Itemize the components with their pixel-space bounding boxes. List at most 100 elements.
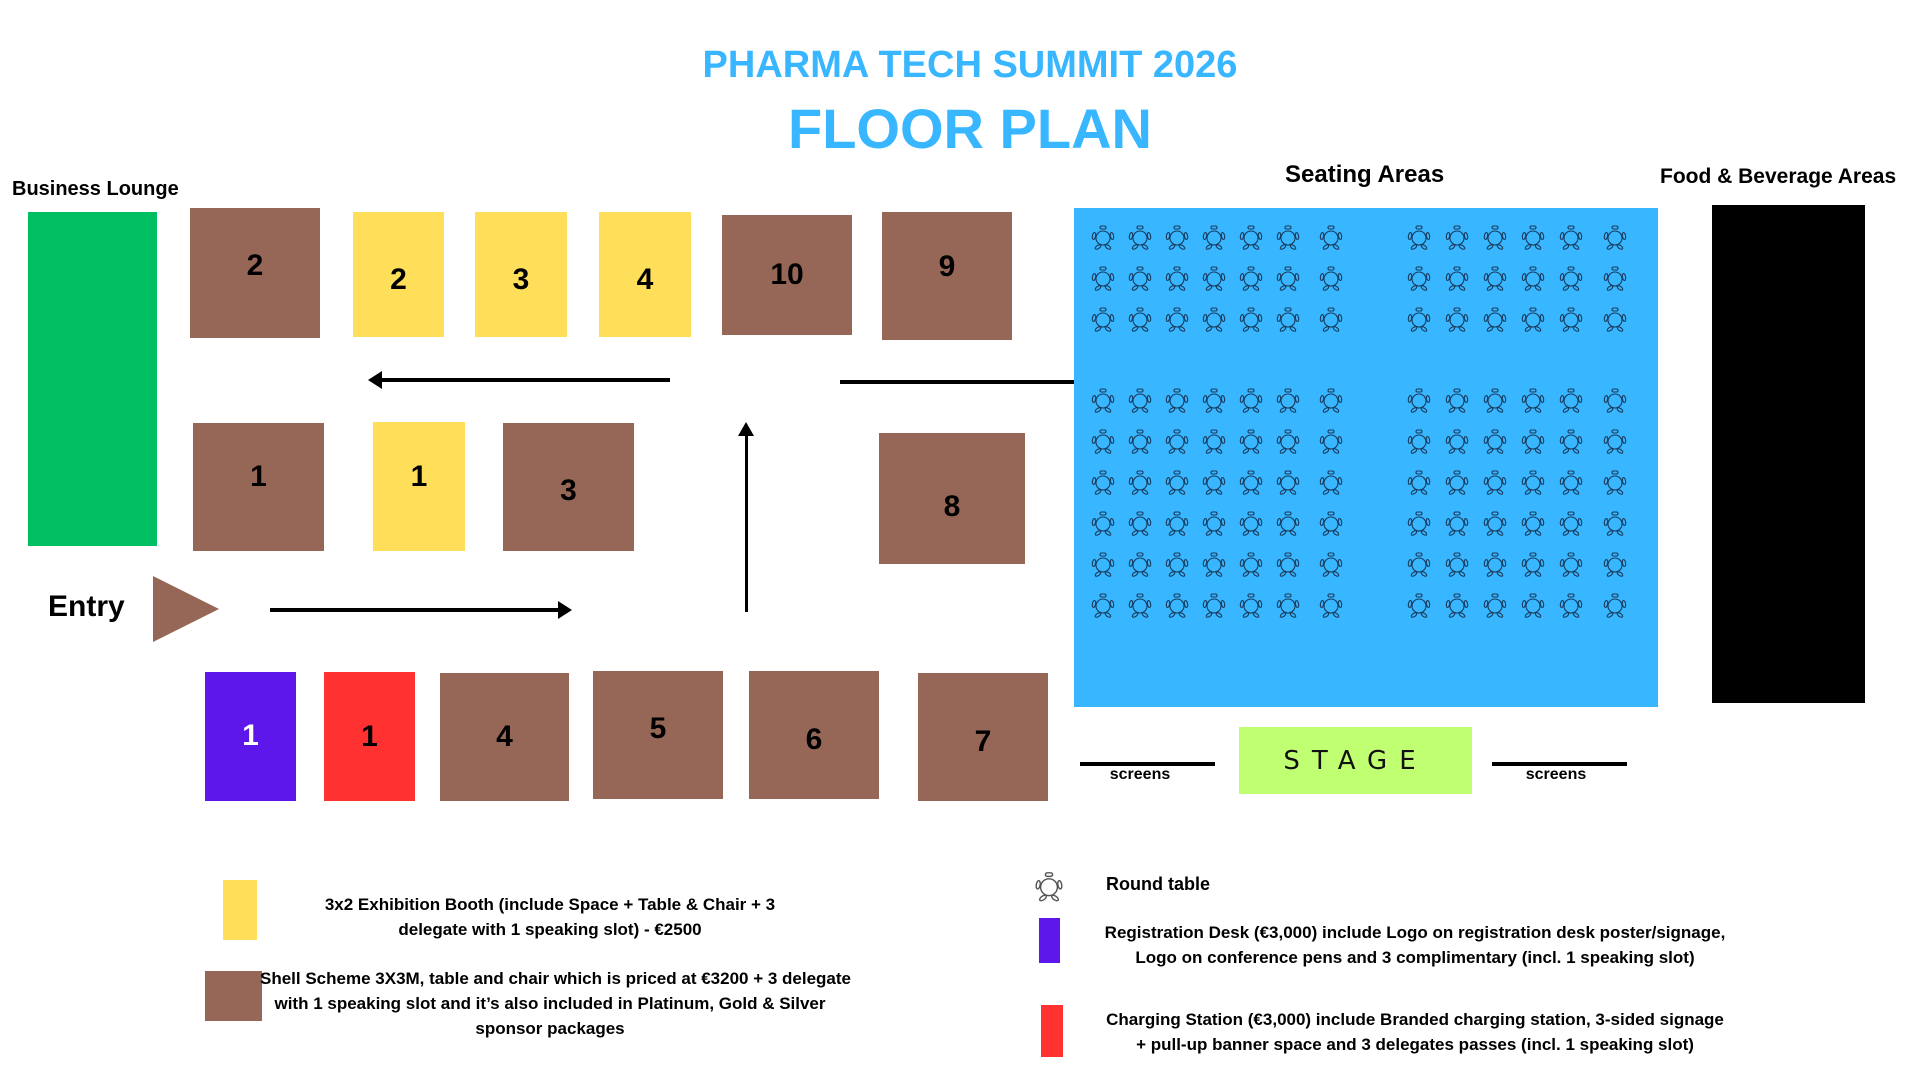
round-table-icon[interactable] bbox=[1125, 304, 1155, 334]
round-table-icon[interactable] bbox=[1125, 263, 1155, 293]
round-table-icon[interactable] bbox=[1125, 549, 1155, 579]
round-table-icon[interactable] bbox=[1088, 426, 1118, 456]
round-table-icon[interactable] bbox=[1162, 508, 1192, 538]
round-table-icon[interactable] bbox=[1199, 549, 1229, 579]
round-table-icon[interactable] bbox=[1316, 426, 1346, 456]
round-table-icon[interactable] bbox=[1199, 590, 1229, 620]
round-table-icon[interactable] bbox=[1199, 467, 1229, 497]
shell-booth-7[interactable]: 7 bbox=[918, 673, 1048, 801]
round-table-icon[interactable] bbox=[1518, 549, 1548, 579]
round-table-icon[interactable] bbox=[1404, 304, 1434, 334]
round-table-icon[interactable] bbox=[1273, 385, 1303, 415]
round-table-icon[interactable] bbox=[1088, 508, 1118, 538]
round-table-icon[interactable] bbox=[1404, 590, 1434, 620]
round-table-icon[interactable] bbox=[1556, 385, 1586, 415]
round-table-icon[interactable] bbox=[1199, 222, 1229, 252]
shell-booth-1[interactable]: 1 bbox=[193, 423, 324, 551]
food-beverage-area[interactable] bbox=[1712, 205, 1865, 703]
round-table-icon[interactable] bbox=[1404, 426, 1434, 456]
round-table-icon[interactable] bbox=[1480, 304, 1510, 334]
round-table-icon[interactable] bbox=[1236, 426, 1266, 456]
round-table-icon[interactable] bbox=[1518, 222, 1548, 252]
round-table-icon[interactable] bbox=[1162, 590, 1192, 620]
round-table-icon[interactable] bbox=[1199, 304, 1229, 334]
round-table-icon[interactable] bbox=[1199, 508, 1229, 538]
round-table-icon[interactable] bbox=[1404, 222, 1434, 252]
round-table-icon[interactable] bbox=[1088, 385, 1118, 415]
shell-booth-3[interactable]: 3 bbox=[503, 423, 634, 551]
round-table-icon[interactable] bbox=[1199, 263, 1229, 293]
exhibition-booth-1[interactable]: 1 bbox=[373, 422, 465, 551]
round-table-icon[interactable] bbox=[1088, 549, 1118, 579]
shell-booth-6[interactable]: 6 bbox=[749, 671, 879, 799]
round-table-icon[interactable] bbox=[1600, 385, 1630, 415]
round-table-icon[interactable] bbox=[1442, 549, 1472, 579]
round-table-icon[interactable] bbox=[1480, 508, 1510, 538]
round-table-icon[interactable] bbox=[1199, 426, 1229, 456]
round-table-icon[interactable] bbox=[1162, 467, 1192, 497]
round-table-icon[interactable] bbox=[1316, 304, 1346, 334]
round-table-icon[interactable] bbox=[1480, 385, 1510, 415]
shell-booth-2[interactable]: 2 bbox=[190, 208, 320, 338]
round-table-icon[interactable] bbox=[1088, 467, 1118, 497]
round-table-icon[interactable] bbox=[1600, 508, 1630, 538]
charging-station-1[interactable]: 1 bbox=[324, 672, 415, 801]
round-table-icon[interactable] bbox=[1316, 590, 1346, 620]
round-table-icon[interactable] bbox=[1125, 426, 1155, 456]
round-table-icon[interactable] bbox=[1442, 222, 1472, 252]
round-table-icon[interactable] bbox=[1316, 467, 1346, 497]
round-table-icon[interactable] bbox=[1125, 508, 1155, 538]
round-table-icon[interactable] bbox=[1125, 222, 1155, 252]
round-table-icon[interactable] bbox=[1480, 263, 1510, 293]
round-table-icon[interactable] bbox=[1480, 467, 1510, 497]
round-table-icon[interactable] bbox=[1404, 467, 1434, 497]
round-table-icon[interactable] bbox=[1480, 222, 1510, 252]
round-table-icon[interactable] bbox=[1442, 385, 1472, 415]
round-table-icon[interactable] bbox=[1442, 426, 1472, 456]
round-table-icon[interactable] bbox=[1600, 263, 1630, 293]
round-table-icon[interactable] bbox=[1162, 385, 1192, 415]
round-table-icon[interactable] bbox=[1125, 590, 1155, 620]
round-table-icon[interactable] bbox=[1600, 304, 1630, 334]
round-table-icon[interactable] bbox=[1600, 467, 1630, 497]
round-table-icon[interactable] bbox=[1273, 549, 1303, 579]
shell-booth-10[interactable]: 10 bbox=[722, 215, 852, 335]
round-table-icon[interactable] bbox=[1088, 263, 1118, 293]
round-table-icon[interactable] bbox=[1273, 222, 1303, 252]
round-table-icon[interactable] bbox=[1162, 549, 1192, 579]
round-table-icon[interactable] bbox=[1404, 263, 1434, 293]
round-table-icon[interactable] bbox=[1556, 590, 1586, 620]
exhibition-booth-2[interactable]: 2 bbox=[353, 212, 444, 337]
round-table-icon[interactable] bbox=[1556, 222, 1586, 252]
round-table-icon[interactable] bbox=[1236, 467, 1266, 497]
round-table-icon[interactable] bbox=[1480, 590, 1510, 620]
entry-triangle-icon[interactable] bbox=[153, 576, 219, 642]
round-table-icon[interactable] bbox=[1480, 549, 1510, 579]
exhibition-booth-4[interactable]: 4 bbox=[599, 212, 691, 337]
round-table-icon[interactable] bbox=[1273, 467, 1303, 497]
registration-desk-1[interactable]: 1 bbox=[205, 672, 296, 801]
round-table-icon[interactable] bbox=[1162, 222, 1192, 252]
round-table-icon[interactable] bbox=[1442, 467, 1472, 497]
round-table-icon[interactable] bbox=[1404, 508, 1434, 538]
round-table-icon[interactable] bbox=[1518, 426, 1548, 456]
round-table-icon[interactable] bbox=[1518, 263, 1548, 293]
round-table-icon[interactable] bbox=[1125, 385, 1155, 415]
round-table-icon[interactable] bbox=[1316, 508, 1346, 538]
round-table-icon[interactable] bbox=[1236, 385, 1266, 415]
business-lounge-area[interactable] bbox=[28, 212, 157, 546]
round-table-icon[interactable] bbox=[1600, 426, 1630, 456]
round-table-icon[interactable] bbox=[1442, 304, 1472, 334]
round-table-icon[interactable] bbox=[1518, 508, 1548, 538]
round-table-icon[interactable] bbox=[1600, 222, 1630, 252]
round-table-icon[interactable] bbox=[1088, 304, 1118, 334]
round-table-icon[interactable] bbox=[1088, 590, 1118, 620]
round-table-icon[interactable] bbox=[1404, 385, 1434, 415]
round-table-icon[interactable] bbox=[1125, 467, 1155, 497]
round-table-icon[interactable] bbox=[1556, 304, 1586, 334]
shell-booth-9[interactable]: 9 bbox=[882, 212, 1012, 340]
shell-booth-4[interactable]: 4 bbox=[440, 673, 569, 801]
round-table-icon[interactable] bbox=[1556, 263, 1586, 293]
round-table-icon[interactable] bbox=[1273, 304, 1303, 334]
round-table-icon[interactable] bbox=[1162, 426, 1192, 456]
